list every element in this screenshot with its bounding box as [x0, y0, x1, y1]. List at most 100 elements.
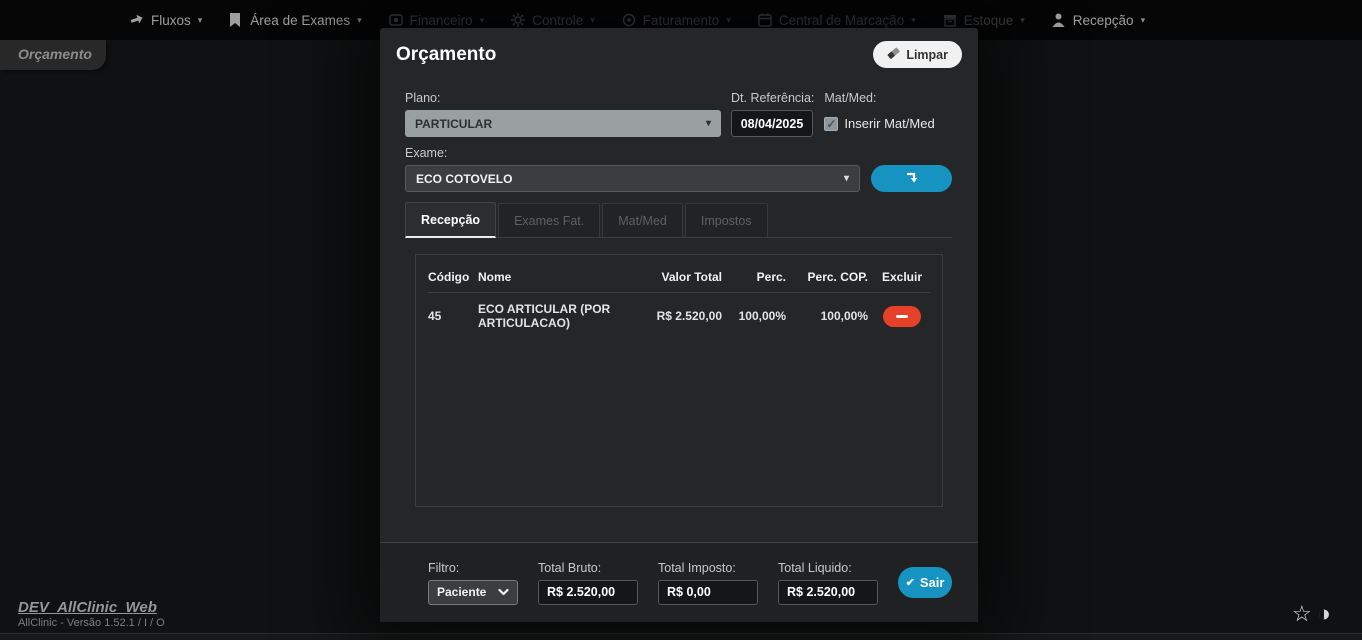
- remove-row-button[interactable]: [883, 305, 921, 327]
- orcamento-modal: Orçamento Limpar Plano: PARTICULAR ▾ Dt.…: [380, 28, 978, 622]
- cell-perc: 100,00%: [738, 309, 786, 323]
- inserir-matmed-checkbox[interactable]: ✓: [824, 116, 839, 131]
- table-row: 45 ECO ARTICULAR (POR ARTICULACAO) R$ 2.…: [428, 293, 930, 339]
- filtro-group: Filtro: Paciente: [428, 561, 518, 605]
- total-imposto-input[interactable]: [658, 579, 758, 605]
- coin-icon: [388, 13, 403, 27]
- nav-item-central-de-marcacao[interactable]: Central de Marcação ▾: [758, 13, 916, 28]
- modal-body: Plano: PARTICULAR ▾ Dt. Referência: Mat/…: [380, 77, 978, 542]
- tab-matmed[interactable]: Mat/Med: [602, 203, 683, 237]
- total-bruto-group: Total Bruto:: [538, 561, 638, 605]
- bookmark-icon: [229, 13, 243, 27]
- chevron-down-icon: ▾: [843, 173, 849, 184]
- add-exame-group: [871, 146, 952, 192]
- check-icon: ✔: [905, 577, 915, 589]
- chevron-down-icon: ▾: [479, 14, 485, 25]
- col-header-excluir: Excluir: [881, 270, 923, 284]
- nav-item-label: Área de Exames: [250, 12, 351, 28]
- limpar-button[interactable]: Limpar: [873, 41, 962, 68]
- filtro-select[interactable]: Paciente: [428, 579, 518, 605]
- modal-header: Orçamento Limpar: [380, 28, 978, 77]
- exame-label: Exame:: [405, 146, 448, 160]
- total-liquido-group: Total Liquido:: [778, 561, 878, 605]
- nav-item-financeiro[interactable]: Financeiro ▾: [388, 12, 485, 28]
- col-header-perc: Perc.: [756, 270, 786, 284]
- dt-referencia-group: Dt. Referência:: [731, 91, 814, 137]
- cell-codigo: 45: [428, 309, 442, 323]
- sair-button-label: Sair: [919, 575, 945, 590]
- chevron-down-icon: ▾: [1020, 14, 1025, 25]
- matmed-label: Mat/Med:: [824, 91, 877, 105]
- chevron-down-icon: ▾: [726, 14, 731, 25]
- arrow-turn-down-icon: [904, 170, 920, 188]
- gear-icon: [511, 13, 526, 27]
- nav-item-label: Central de Marcação: [778, 12, 905, 28]
- nav-item-estoque[interactable]: Estoque ▾: [943, 13, 1025, 28]
- exames-table: Código Nome Valor Total Perc. Perc. COP.…: [415, 254, 943, 507]
- col-header-perc-cop: Perc. COP.: [807, 270, 868, 284]
- col-header-codigo: Código: [428, 270, 470, 284]
- chevron-down-icon: [498, 585, 509, 599]
- limpar-button-label: Limpar: [906, 47, 948, 62]
- total-bruto-input[interactable]: [538, 579, 638, 605]
- nav-item-label: Recepção: [1072, 12, 1134, 28]
- total-imposto-label: Total Imposto:: [658, 560, 736, 575]
- total-liquido-input[interactable]: [778, 579, 878, 605]
- total-liquido-label: Total Liquido:: [778, 560, 852, 575]
- person-icon: [1052, 13, 1066, 27]
- open-page-tab-orcamento[interactable]: Orçamento: [0, 40, 106, 70]
- filtro-selected-value: Paciente: [437, 585, 487, 599]
- table-header-row: Código Nome Valor Total Perc. Perc. COP.…: [428, 264, 930, 293]
- chevron-down-icon: ▾: [911, 14, 916, 25]
- dt-referencia-label: Dt. Referência:: [731, 91, 815, 105]
- chevron-down-icon: ▾: [705, 118, 711, 129]
- chevron-down-icon: ▾: [197, 14, 203, 25]
- nav-item-recepcao[interactable]: Recepção ▾: [1052, 13, 1145, 28]
- cell-valor-total: R$ 2.520,00: [656, 309, 722, 323]
- tab-impostos[interactable]: Impostos: [684, 203, 768, 237]
- modal-title: Orçamento: [396, 43, 497, 65]
- nav-item-label: Financeiro: [409, 12, 473, 28]
- sair-button[interactable]: ✔ Sair: [898, 567, 952, 598]
- add-exame-button[interactable]: [871, 165, 952, 192]
- version-text: AllClinic - Versão 1.52.1 / I / O: [18, 617, 165, 629]
- exame-group: Exame: ECO COTOVELO ▾: [405, 146, 860, 192]
- inserir-matmed-checkbox-label: Inserir Mat/Med: [844, 116, 935, 131]
- nav-item-fluxos[interactable]: Fluxos ▾: [130, 13, 202, 28]
- filtro-label: Filtro:: [428, 560, 460, 575]
- matmed-group: Mat/Med: ✓ Inserir Mat/Med: [824, 91, 935, 137]
- bottom-strip: [0, 633, 1362, 640]
- nav-item-faturamento[interactable]: Faturamento ▾: [622, 13, 731, 28]
- plano-select[interactable]: PARTICULAR ▾: [405, 110, 721, 137]
- nav-item-label: Estoque: [963, 12, 1014, 28]
- plano-selected-value: PARTICULAR: [415, 116, 493, 131]
- calendar-icon: [758, 13, 772, 27]
- nav-item-label: Controle: [532, 12, 584, 28]
- environment-link[interactable]: DEV_AllClinic_Web: [18, 599, 157, 616]
- invoice-icon: [622, 13, 636, 27]
- stock-icon: [943, 13, 957, 27]
- dt-referencia-input[interactable]: [731, 110, 813, 137]
- arrow-right-icon: [130, 13, 144, 27]
- tab-recepcao[interactable]: Recepção: [405, 202, 497, 238]
- checkmark-icon: ✓: [826, 116, 837, 131]
- contrast-toggle-icon[interactable]: ◑: [1317, 600, 1331, 626]
- nav-item-controle[interactable]: Controle ▾: [511, 13, 595, 28]
- cell-perc-cop: 100,00%: [820, 309, 868, 323]
- col-header-valor-total: Valor Total: [661, 270, 722, 284]
- nav-item-label: Faturamento: [642, 12, 720, 28]
- star-icon[interactable]: ☆: [1292, 601, 1312, 626]
- nav-item-label: Fluxos: [151, 12, 191, 28]
- modal-tab-bar: Recepção Exames Fat. Mat/Med Impostos: [405, 202, 952, 238]
- col-header-nome: Nome: [478, 270, 512, 284]
- total-bruto-label: Total Bruto:: [538, 560, 602, 575]
- exame-selected-value: ECO COTOVELO: [416, 171, 513, 186]
- modal-footer: Filtro: Paciente Total Bruto: Total Impo…: [380, 542, 978, 622]
- cell-nome: ECO ARTICULAR (POR ARTICULACAO): [478, 302, 611, 330]
- exame-select[interactable]: ECO COTOVELO ▾: [405, 165, 860, 192]
- total-imposto-group: Total Imposto:: [658, 561, 758, 605]
- nav-item-area-de-exames[interactable]: Área de Exames ▾: [229, 12, 362, 28]
- tab-exames-fat[interactable]: Exames Fat.: [498, 203, 601, 237]
- minus-icon: [896, 314, 908, 318]
- chevron-down-icon: ▾: [590, 14, 595, 25]
